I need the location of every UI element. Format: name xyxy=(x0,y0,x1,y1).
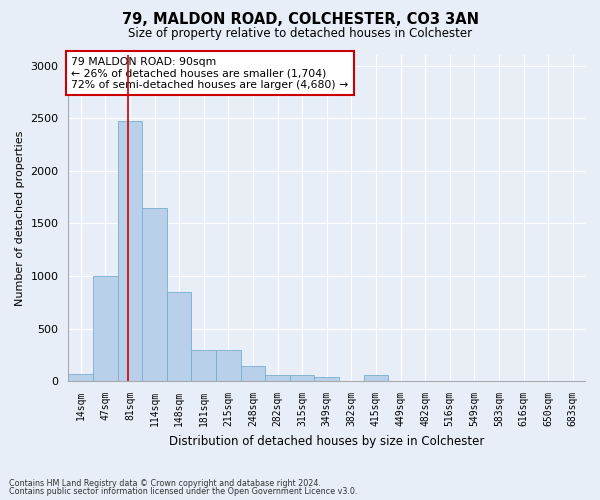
Text: Contains HM Land Registry data © Crown copyright and database right 2024.: Contains HM Land Registry data © Crown c… xyxy=(9,478,321,488)
Bar xyxy=(339,380,364,381)
Text: Contains public sector information licensed under the Open Government Licence v3: Contains public sector information licen… xyxy=(9,487,358,496)
Y-axis label: Number of detached properties: Number of detached properties xyxy=(15,130,25,306)
Bar xyxy=(265,375,290,381)
Bar xyxy=(388,380,413,381)
Bar xyxy=(216,350,241,381)
Text: 79 MALDON ROAD: 90sqm
← 26% of detached houses are smaller (1,704)
72% of semi-d: 79 MALDON ROAD: 90sqm ← 26% of detached … xyxy=(71,56,348,90)
Bar xyxy=(93,276,118,381)
Bar xyxy=(68,374,93,381)
Bar xyxy=(314,377,339,381)
Bar xyxy=(364,376,388,381)
X-axis label: Distribution of detached houses by size in Colchester: Distribution of detached houses by size … xyxy=(169,434,484,448)
Bar xyxy=(142,208,167,381)
Bar xyxy=(290,376,314,381)
Bar xyxy=(241,366,265,381)
Text: Size of property relative to detached houses in Colchester: Size of property relative to detached ho… xyxy=(128,28,472,40)
Text: 79, MALDON ROAD, COLCHESTER, CO3 3AN: 79, MALDON ROAD, COLCHESTER, CO3 3AN xyxy=(121,12,479,28)
Bar xyxy=(167,292,191,381)
Bar xyxy=(118,122,142,381)
Bar xyxy=(191,350,216,381)
